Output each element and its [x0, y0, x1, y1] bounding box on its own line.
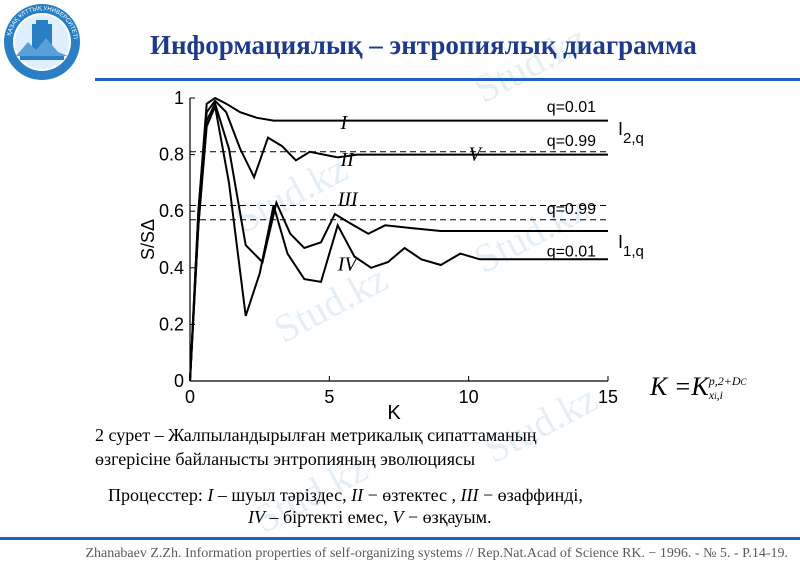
caption-line-1: 2 сурет – Жалпыландырылған метрикалық си… — [95, 425, 537, 445]
y-tick-label: 0.8 — [159, 145, 184, 165]
y-tick-label: 0.2 — [159, 314, 184, 334]
chart-annotation: II — [339, 149, 355, 171]
series-line-3 — [189, 101, 608, 382]
entropy-chart: 0 5 10 15 0 0.2 0.4 0.6 0.8 1 K S/SΔ q=0.01 q=0.99 q=0… — [140, 88, 644, 420]
chart-annotation: III — [337, 189, 359, 211]
caption-line-2: өзгерісіне байланысты энтропияның эволюц… — [95, 449, 476, 469]
formula: K =K p,2+DC xi,i — [650, 372, 747, 403]
side-label: I1,q — [618, 232, 644, 260]
chart-annotation: q=0.99 — [547, 201, 596, 218]
x-tick-label: 10 — [459, 387, 479, 407]
figure-caption: 2 сурет – Жалпыландырылған метрикалық си… — [95, 423, 536, 471]
chart-annotation: q=0.01 — [547, 243, 596, 260]
chart-annotation: IV — [337, 254, 360, 276]
reference: Zhanabaev Z.Zh. Information properties o… — [85, 546, 788, 561]
chart-annotation: I — [339, 112, 348, 134]
series-line-1 — [189, 96, 608, 382]
chart-annotation: q=0.99 — [547, 133, 596, 150]
chart-annotation: q=0.01 — [547, 99, 596, 116]
x-tick-label: 5 — [324, 387, 334, 407]
y-tick-label: 0.6 — [159, 201, 184, 221]
y-tick-label: 0.4 — [159, 258, 184, 278]
y-axis-label: S/SΔ — [140, 219, 158, 260]
series-line-4 — [189, 103, 608, 382]
series-line-2 — [189, 99, 608, 382]
slide-title: Информациялық – энтропиялық диаграмма — [150, 30, 697, 60]
y-tick-label: 0 — [174, 371, 184, 391]
x-tick-label: 15 — [598, 387, 618, 407]
x-tick-label: 0 — [185, 387, 195, 407]
footer-divider — [0, 537, 800, 540]
process-legend: Процесстер: I – шуыл тәріздес, II − өзте… — [108, 485, 583, 527]
university-logo: ҚАЗАҚ ҰЛТТЫҚ УНИВЕРСИТЕТІ — [4, 4, 80, 80]
x-axis-label: K — [387, 402, 401, 420]
chart-annotation: V — [469, 143, 484, 165]
y-tick-label: 1 — [174, 88, 184, 108]
side-label: I2,q — [618, 119, 644, 147]
title-divider — [95, 78, 800, 81]
